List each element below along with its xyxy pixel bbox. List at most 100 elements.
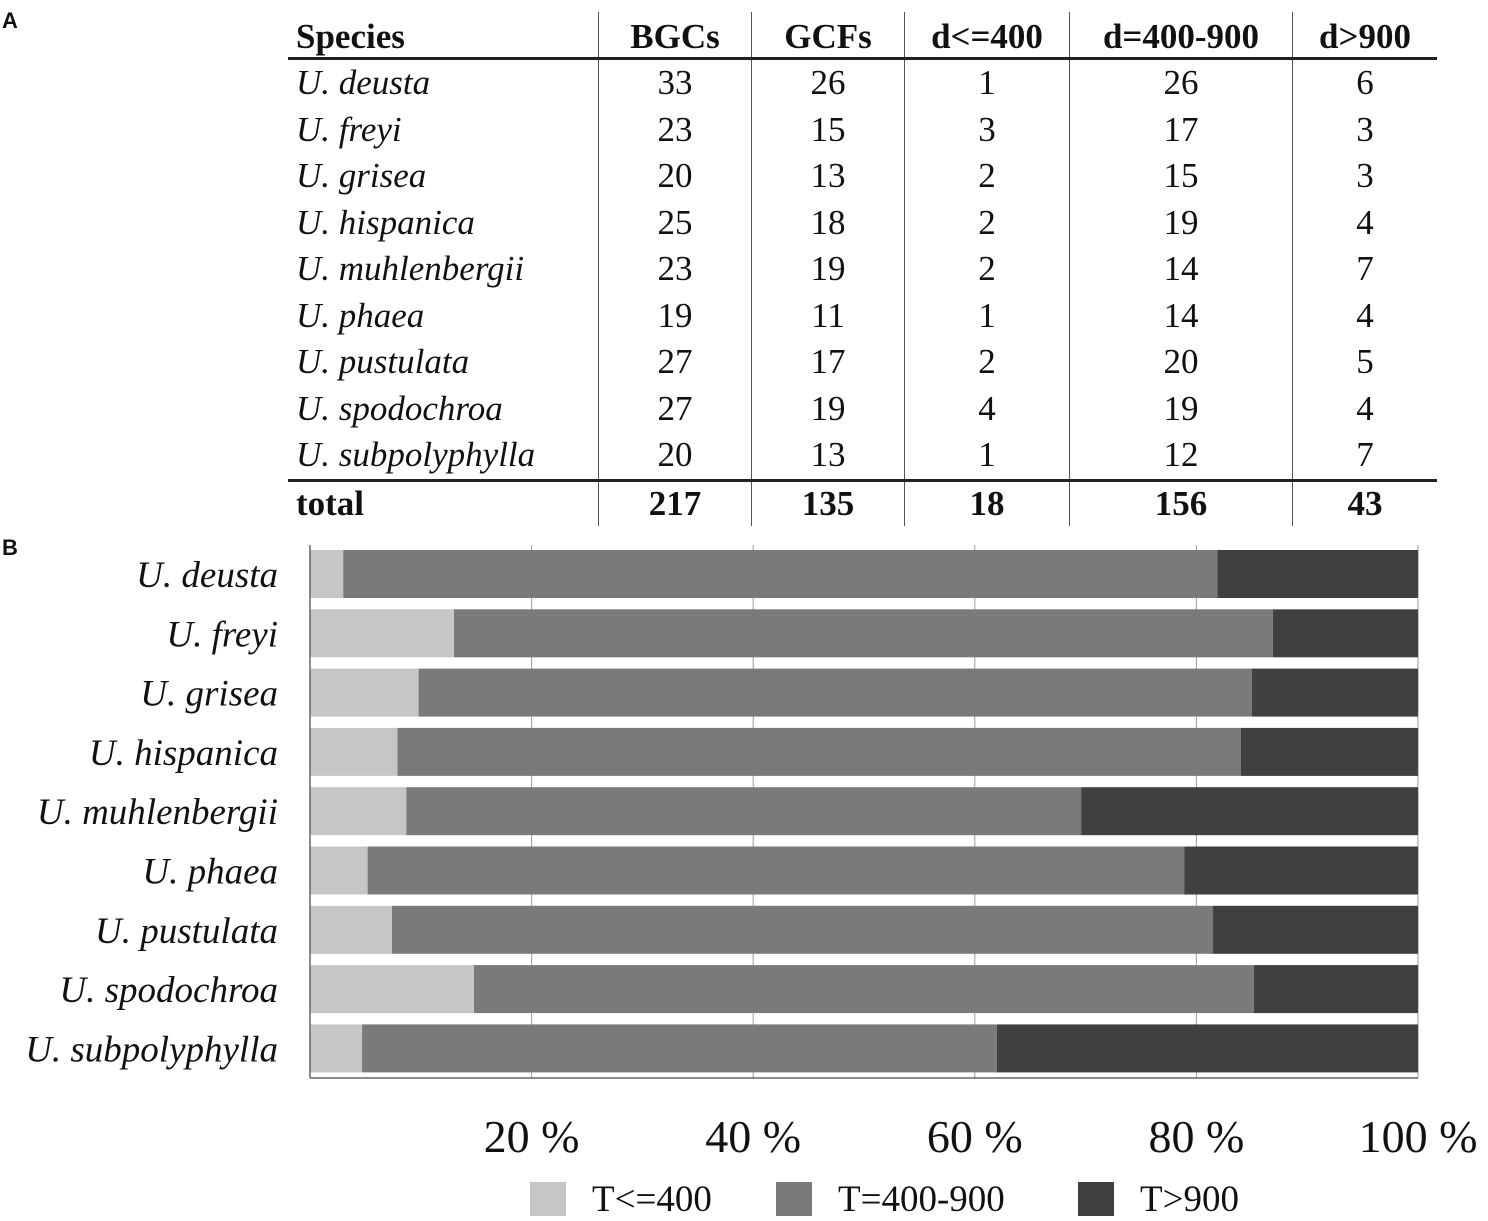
category-label: U. phaea <box>142 852 278 893</box>
table-row: U. grisea 20 13 2 15 3 <box>288 153 1437 200</box>
gcfs-cell: 19 <box>752 386 905 433</box>
d-gt-900-cell: 7 <box>1293 432 1438 480</box>
gcfs-cell: 19 <box>752 246 905 293</box>
total-label-cell: total <box>288 480 599 526</box>
species-cell: U. hispanica <box>288 200 599 247</box>
total-gcfs-cell: 135 <box>752 480 905 526</box>
total-bgcs-cell: 217 <box>599 480 752 526</box>
d-400-900-cell: 12 <box>1070 432 1293 480</box>
d-400-900-cell: 14 <box>1070 246 1293 293</box>
d-gt-900-cell: 4 <box>1293 200 1438 247</box>
d-400-900-cell: 19 <box>1070 200 1293 247</box>
d-gt-900-cell: 7 <box>1293 246 1438 293</box>
bgcs-cell: 23 <box>599 246 752 293</box>
bar-segment <box>362 1024 997 1072</box>
bar-segment <box>997 1024 1418 1072</box>
table-row: U. spodochroa 27 19 4 19 4 <box>288 386 1437 433</box>
total-d-gt-900-cell: 43 <box>1293 480 1438 526</box>
bar-segment <box>310 728 398 776</box>
d-le-400-cell: 3 <box>905 107 1070 154</box>
gcfs-cell: 13 <box>752 432 905 480</box>
bar-segment <box>310 669 419 717</box>
bar-segment <box>419 669 1252 717</box>
bar-segment <box>454 609 1273 657</box>
d-400-900-cell: 20 <box>1070 339 1293 386</box>
gcfs-cell: 18 <box>752 200 905 247</box>
bar-segment <box>310 550 343 598</box>
legend-label: T>900 <box>1140 1179 1239 1220</box>
legend-swatch <box>530 1182 566 1216</box>
table-row: U. freyi 23 15 3 17 3 <box>288 107 1437 154</box>
table-row: U. pustulata 27 17 2 20 5 <box>288 339 1437 386</box>
gcfs-cell: 11 <box>752 293 905 340</box>
category-label: U. subpolyphylla <box>25 1029 278 1070</box>
bar-segment <box>392 906 1213 954</box>
bar-segment <box>474 965 1254 1013</box>
bgcs-cell: 23 <box>599 107 752 154</box>
d-400-900-cell: 19 <box>1070 386 1293 433</box>
species-cell: U. phaea <box>288 293 599 340</box>
d-400-900-cell: 26 <box>1070 59 1293 107</box>
table-row: U. muhlenbergii 23 19 2 14 7 <box>288 246 1437 293</box>
species-cell: U. freyi <box>288 107 599 154</box>
panel-a-letter: A <box>2 8 18 34</box>
d-400-900-cell: 14 <box>1070 293 1293 340</box>
category-label: U. freyi <box>166 614 278 655</box>
bgc-table: Species BGCs GCFs d<=400 d=400-900 d>900… <box>288 12 1437 526</box>
total-d-le-400-cell: 18 <box>905 480 1070 526</box>
bar-segment <box>310 609 454 657</box>
bgcs-cell: 27 <box>599 339 752 386</box>
d-gt-900-cell: 4 <box>1293 386 1438 433</box>
d-gt-900-cell: 4 <box>1293 293 1438 340</box>
d-le-400-cell: 2 <box>905 246 1070 293</box>
stacked-bar-chart: U. deusta U. freyi U. grisea U. hispanica U.… <box>0 540 1488 1220</box>
bar-segment <box>1273 609 1418 657</box>
category-label: U. muhlenbergii <box>37 792 278 833</box>
category-label: U. spodochroa <box>59 970 278 1011</box>
species-cell: U. deusta <box>288 59 599 107</box>
gcfs-cell: 15 <box>752 107 905 154</box>
d-400-900-cell: 17 <box>1070 107 1293 154</box>
table-total-row: total 217 135 18 156 43 <box>288 480 1437 526</box>
table-row: U. phaea 19 11 1 14 4 <box>288 293 1437 340</box>
x-tick-label: 100 % <box>1359 1111 1478 1162</box>
d-le-400-cell: 2 <box>905 339 1070 386</box>
category-label: U. grisea <box>140 674 278 715</box>
x-tick-label: 80 % <box>1148 1111 1244 1162</box>
category-label: U. hispanica <box>89 733 278 774</box>
legend-swatch <box>776 1182 812 1216</box>
d-gt-900-cell: 5 <box>1293 339 1438 386</box>
bar-segment <box>310 847 368 895</box>
species-cell: U. grisea <box>288 153 599 200</box>
bar-segment <box>1241 728 1418 776</box>
x-tick-label: 40 % <box>705 1111 801 1162</box>
table-row: U. hispanica 25 18 2 19 4 <box>288 200 1437 247</box>
table-row: U. subpolyphylla 20 13 1 12 7 <box>288 432 1437 480</box>
header-d-gt-900: d>900 <box>1293 12 1438 59</box>
bar-segment <box>310 965 474 1013</box>
legend-swatch <box>1078 1182 1114 1216</box>
d-le-400-cell: 2 <box>905 153 1070 200</box>
bgcs-cell: 20 <box>599 153 752 200</box>
bgcs-cell: 25 <box>599 200 752 247</box>
d-le-400-cell: 1 <box>905 59 1070 107</box>
category-label: U. deusta <box>136 555 278 596</box>
bar-segment <box>1252 669 1418 717</box>
bgcs-cell: 33 <box>599 59 752 107</box>
bar-segment <box>368 847 1185 895</box>
d-400-900-cell: 15 <box>1070 153 1293 200</box>
header-species: Species <box>288 12 599 59</box>
legend-label: T=400-900 <box>838 1179 1005 1220</box>
bar-segment <box>1217 550 1418 598</box>
header-d-400-900: d=400-900 <box>1070 12 1293 59</box>
species-cell: U. subpolyphylla <box>288 432 599 480</box>
bgcs-cell: 27 <box>599 386 752 433</box>
category-label: U. pustulata <box>95 911 278 952</box>
header-d-le-400: d<=400 <box>905 12 1070 59</box>
bgcs-cell: 20 <box>599 432 752 480</box>
gcfs-cell: 13 <box>752 153 905 200</box>
d-le-400-cell: 1 <box>905 293 1070 340</box>
header-bgcs: BGCs <box>599 12 752 59</box>
total-d-400-900-cell: 156 <box>1070 480 1293 526</box>
legend-label: T<=400 <box>592 1179 712 1220</box>
